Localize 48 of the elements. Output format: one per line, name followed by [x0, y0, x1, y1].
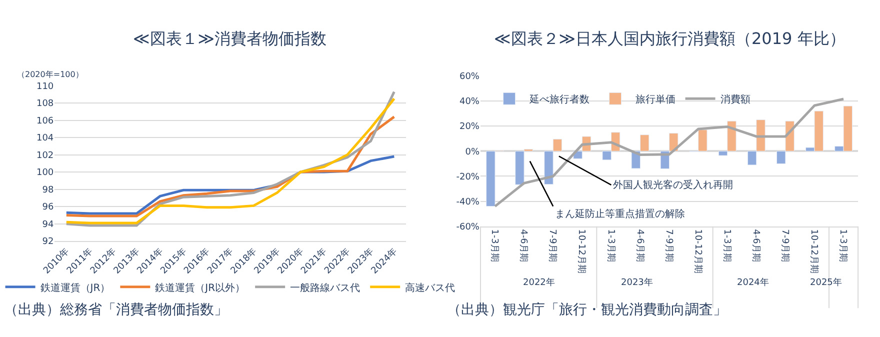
y-tick-label: -20%	[456, 172, 480, 182]
y-tick-label: 94	[42, 220, 54, 230]
legend-label: 鉄道運賃（JR）	[40, 282, 110, 294]
chart-title: ≪図表１≫消費者物価指数	[133, 29, 326, 48]
legend-label: 高速バス代	[405, 282, 456, 294]
y-tick-label: 0%	[465, 147, 480, 158]
x-tick-label: 7-9月期	[780, 229, 791, 262]
legend-label: 鉄道運賃（JR以外）	[155, 282, 246, 294]
legend-label: 旅行単価	[635, 94, 676, 106]
x-tick-label: 7-9月期	[663, 229, 674, 262]
x-tick-label: 1-3月期	[838, 229, 849, 262]
text: 2023年	[621, 277, 653, 288]
x-tick-label: 10-12月期	[808, 229, 820, 274]
y-tick-label: 102	[36, 150, 54, 161]
y-tick-label: 110	[36, 82, 54, 92]
x-tick-label: 4-6月期	[750, 229, 762, 262]
x-tick-label: 1-3月期	[605, 229, 616, 262]
legend-label: 消費額	[720, 94, 750, 106]
y-tick-label: 104	[36, 134, 54, 144]
x-tick-label: 10-12月期	[576, 229, 588, 274]
y-tick-label: -60%	[456, 222, 480, 233]
x-tick-label: 1-3月期	[489, 229, 500, 262]
x-tick-label: 1-3月期	[721, 229, 732, 262]
y-tick-label: 60%	[459, 72, 480, 82]
x-tick-label: 10-12月期	[692, 229, 704, 274]
legend-label: 延べ旅行者数	[528, 94, 590, 106]
x-tick-label: 7-9月期	[547, 229, 558, 262]
y-tick-label: -40%	[456, 197, 480, 208]
text: 2025年	[810, 277, 842, 288]
text: 2022年	[523, 277, 555, 288]
annotation: 外国人観光客の受入れ再開	[613, 179, 733, 191]
y-axis-title: （2020年=100）	[17, 70, 84, 79]
y-tick-label: 108	[36, 99, 54, 110]
annotation: まん延防止等重点措置の解除	[555, 208, 685, 220]
x-tick-label: 4-6月期	[518, 229, 530, 262]
text: 2024年	[737, 277, 769, 288]
y-tick-label: 92	[42, 237, 54, 248]
y-tick-label: 100	[36, 168, 54, 178]
text: （出典）観光庁「旅行・観光消費動向調査」	[447, 302, 727, 318]
legend-label: 一般路線バス代	[290, 282, 360, 294]
y-tick-label: 20%	[459, 122, 480, 132]
y-tick-label: 96	[42, 202, 54, 213]
text: （出典）総務省「消費者物価指数」	[4, 302, 228, 318]
y-tick-label: 98	[42, 185, 54, 196]
x-tick-label: 4-6月期	[634, 229, 646, 262]
chart-title: ≪図表２≫日本人国内旅行消費額（2019 年比）	[494, 29, 846, 48]
y-tick-label: 106	[36, 116, 54, 126]
y-tick-label: 40%	[459, 97, 480, 108]
